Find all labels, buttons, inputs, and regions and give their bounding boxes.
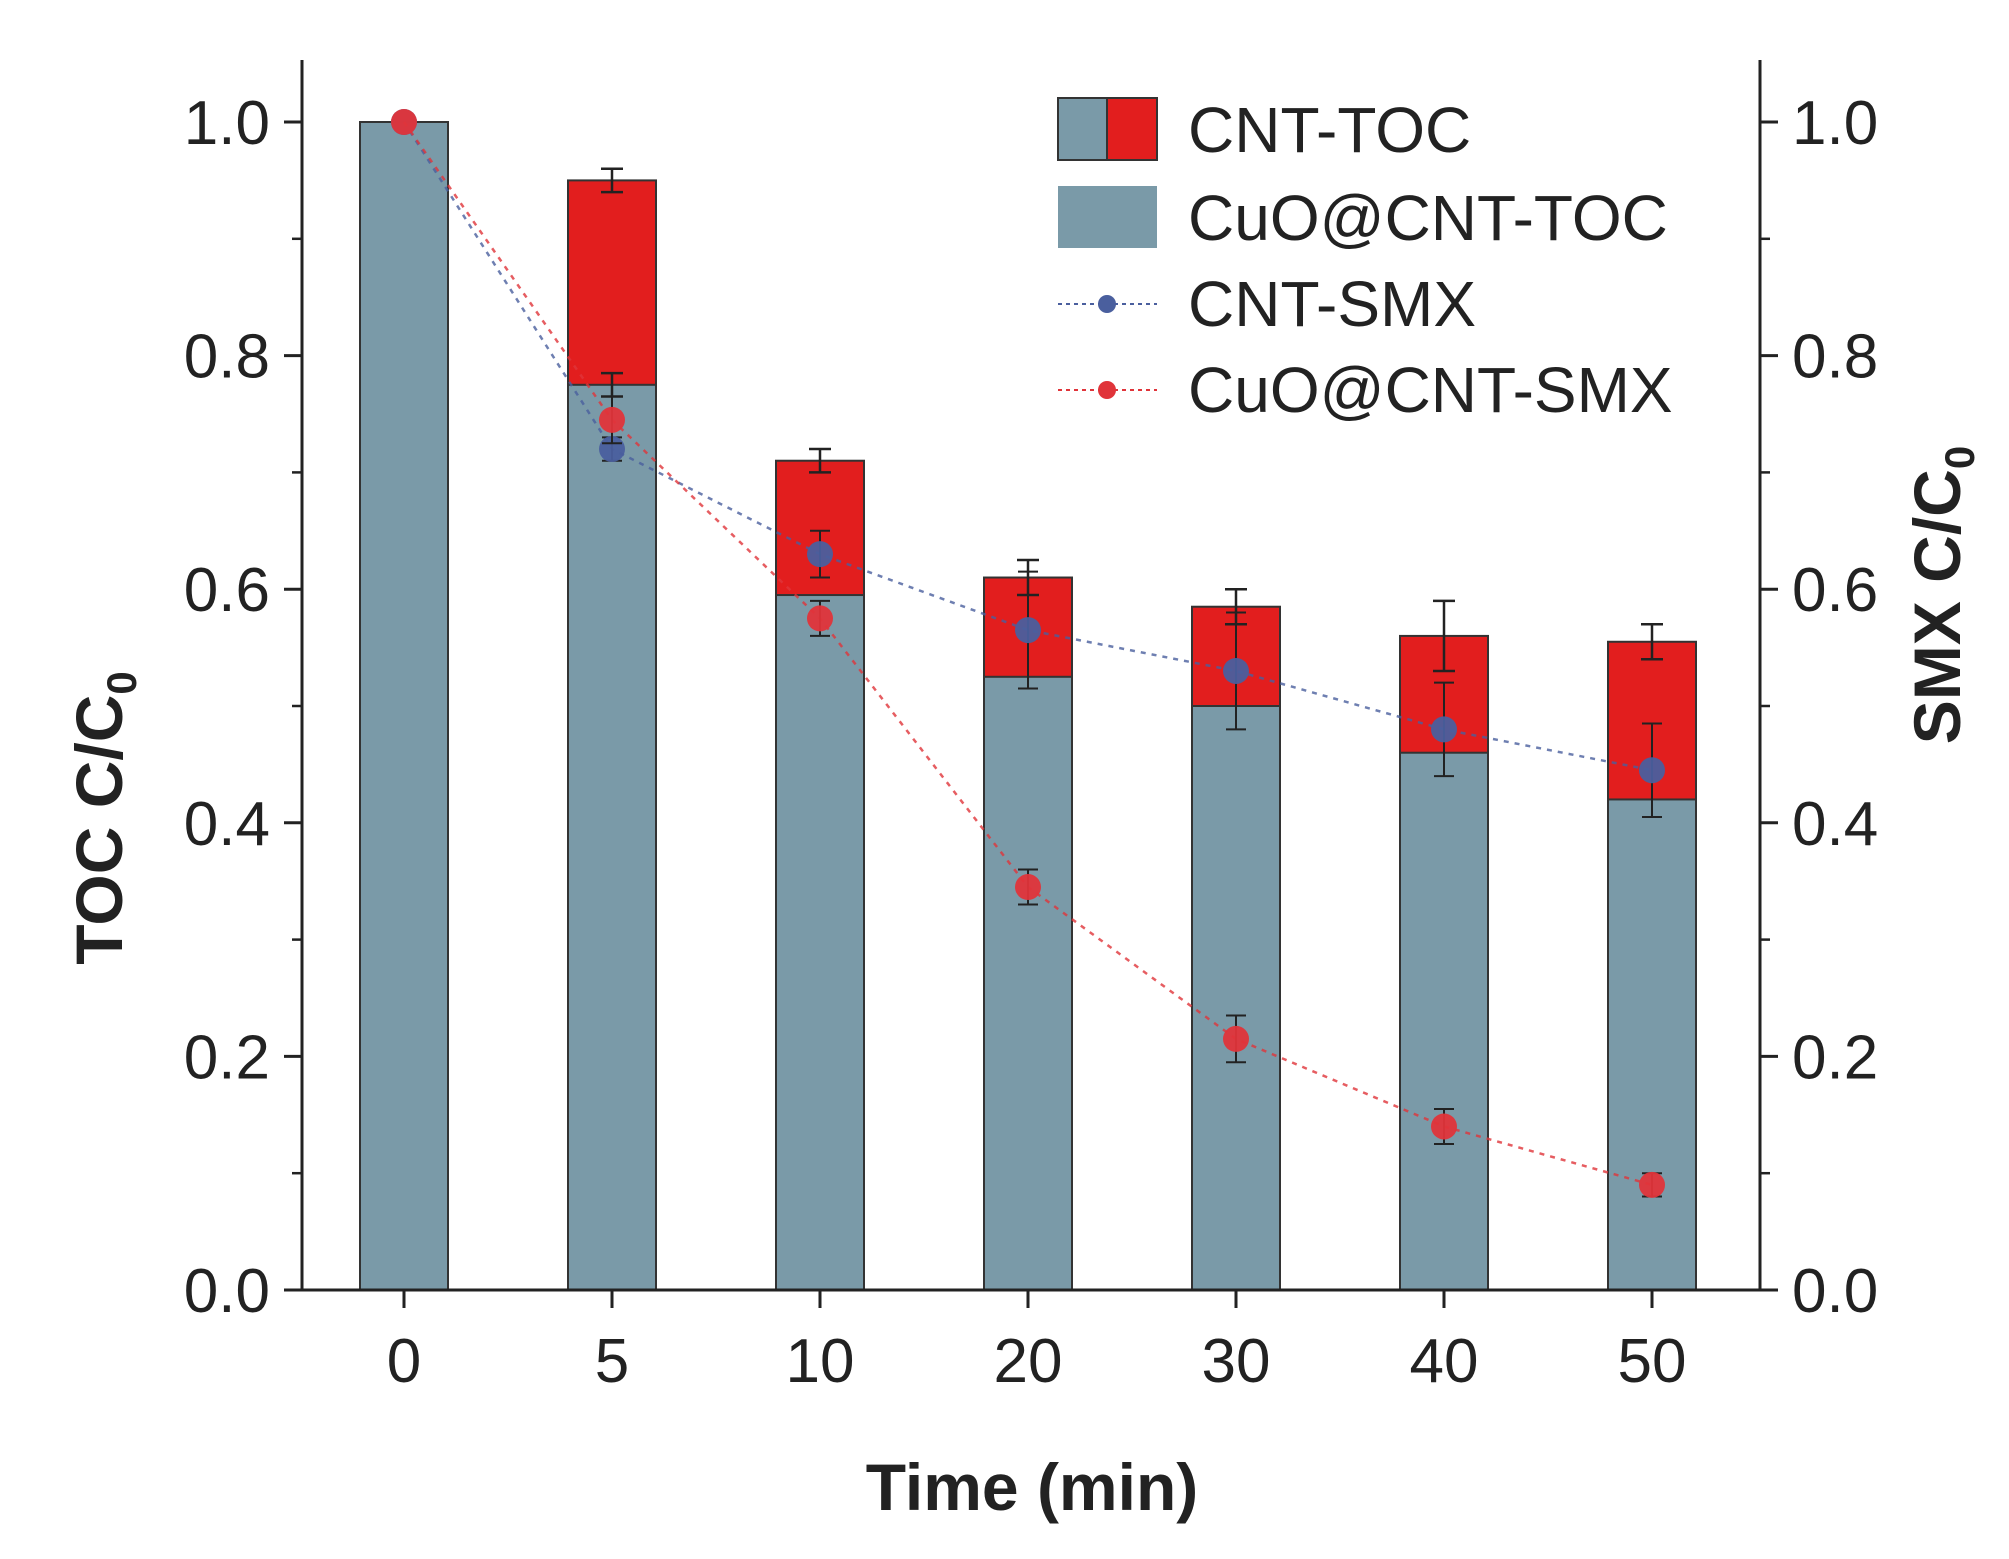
bars-layer [359,121,1697,1292]
legend-label-cuo-cnt-toc: CuO@CNT-TOC [1188,182,1668,254]
y-left-tick-label-0: 0.0 [184,1257,270,1326]
legend-label-cnt-toc: CNT-TOC [1188,94,1471,166]
y-right-tick-label-2: 0.4 [1792,790,1878,859]
x-tick-label-10: 10 [786,1327,855,1396]
y-left-title-main: TOC C/C [62,695,136,965]
point-cnt-smx-50 [1639,757,1665,784]
axes-layer: 0.0 0.0 0.2 0.2 0.4 0.4 0.6 0.6 0.8 0.8 1.0 1.0 0 5 10… [184,60,1878,1396]
y-left-tick-label-2: 0.4 [184,790,270,859]
bar-cuo-cnt-toc-20 [983,675,1073,1291]
y-left-tick-label-3: 0.6 [184,556,270,625]
point-cnt-smx-20 [1015,617,1041,644]
point-cuo-cnt-smx-20 [1015,874,1041,901]
y-left-title-sub: 0 [98,671,145,694]
point-cuo-cnt-smx-10 [807,605,833,632]
legend: CNT-TOC CuO@CNT-TOC CNT-SMX CuO@CNT-SMX [1057,94,1673,426]
point-cnt-smx-10 [807,541,833,568]
x-tick-label-30: 30 [1202,1327,1271,1396]
bar-cuo-cnt-toc-10 [775,594,865,1291]
x-tick-label-50: 50 [1618,1327,1687,1396]
y-right-title-main: SMX C/C [1900,469,1974,744]
y-left-axis-title: TOC C/C0 [62,671,145,964]
y-left-tick-label-1: 0.2 [184,1023,270,1092]
point-cnt-smx-30 [1223,657,1249,684]
y-right-axis-title: SMX C/C0 [1900,446,1983,744]
y-right-title-sub: 0 [1936,446,1983,469]
x-tick-label-20: 20 [994,1327,1063,1396]
legend-marker-cnt-smx [1098,295,1116,313]
lines-layer [391,109,1665,1198]
point-cuo-cnt-smx-40 [1431,1113,1457,1140]
bar-cuo-cnt-toc-0 [359,121,449,1291]
y-right-tick-label-3: 0.6 [1792,556,1878,625]
x-tick-label-5: 5 [595,1327,629,1396]
y-right-tick-label-1: 0.2 [1792,1023,1878,1092]
x-axis-title: Time (min) [866,1450,1198,1524]
point-cuo-cnt-smx-50 [1639,1171,1665,1198]
point-cuo-cnt-smx-5 [599,406,625,433]
bar-cuo-cnt-toc-5 [567,383,657,1291]
legend-label-cnt-smx: CNT-SMX [1188,268,1476,340]
legend-marker-cuo-cnt-smx [1098,381,1116,399]
point-cuo-cnt-smx-0 [391,109,417,135]
y-right-tick-label-0: 0.0 [1792,1257,1878,1326]
bar-cuo-cnt-toc-40 [1399,751,1489,1291]
point-cnt-smx-40 [1431,716,1457,743]
y-left-tick-label-5: 1.0 [184,89,270,158]
y-right-tick-label-5: 1.0 [1792,89,1878,158]
y-right-tick-label-4: 0.8 [1792,323,1878,392]
x-tick-label-40: 40 [1410,1327,1479,1396]
point-cuo-cnt-smx-30 [1223,1025,1249,1052]
x-tick-label-0: 0 [387,1327,421,1396]
legend-swatch-cnt-toc-red [1106,97,1158,161]
legend-swatch-cuo-cnt-toc [1058,186,1157,248]
bar-cuo-cnt-toc-30 [1191,705,1281,1291]
bar-cuo-cnt-toc-50 [1607,798,1697,1291]
y-left-tick-label-4: 0.8 [184,323,270,392]
legend-label-cuo-cnt-smx: CuO@CNT-SMX [1188,354,1673,426]
legend-swatch-cnt-toc-gray [1057,97,1116,161]
